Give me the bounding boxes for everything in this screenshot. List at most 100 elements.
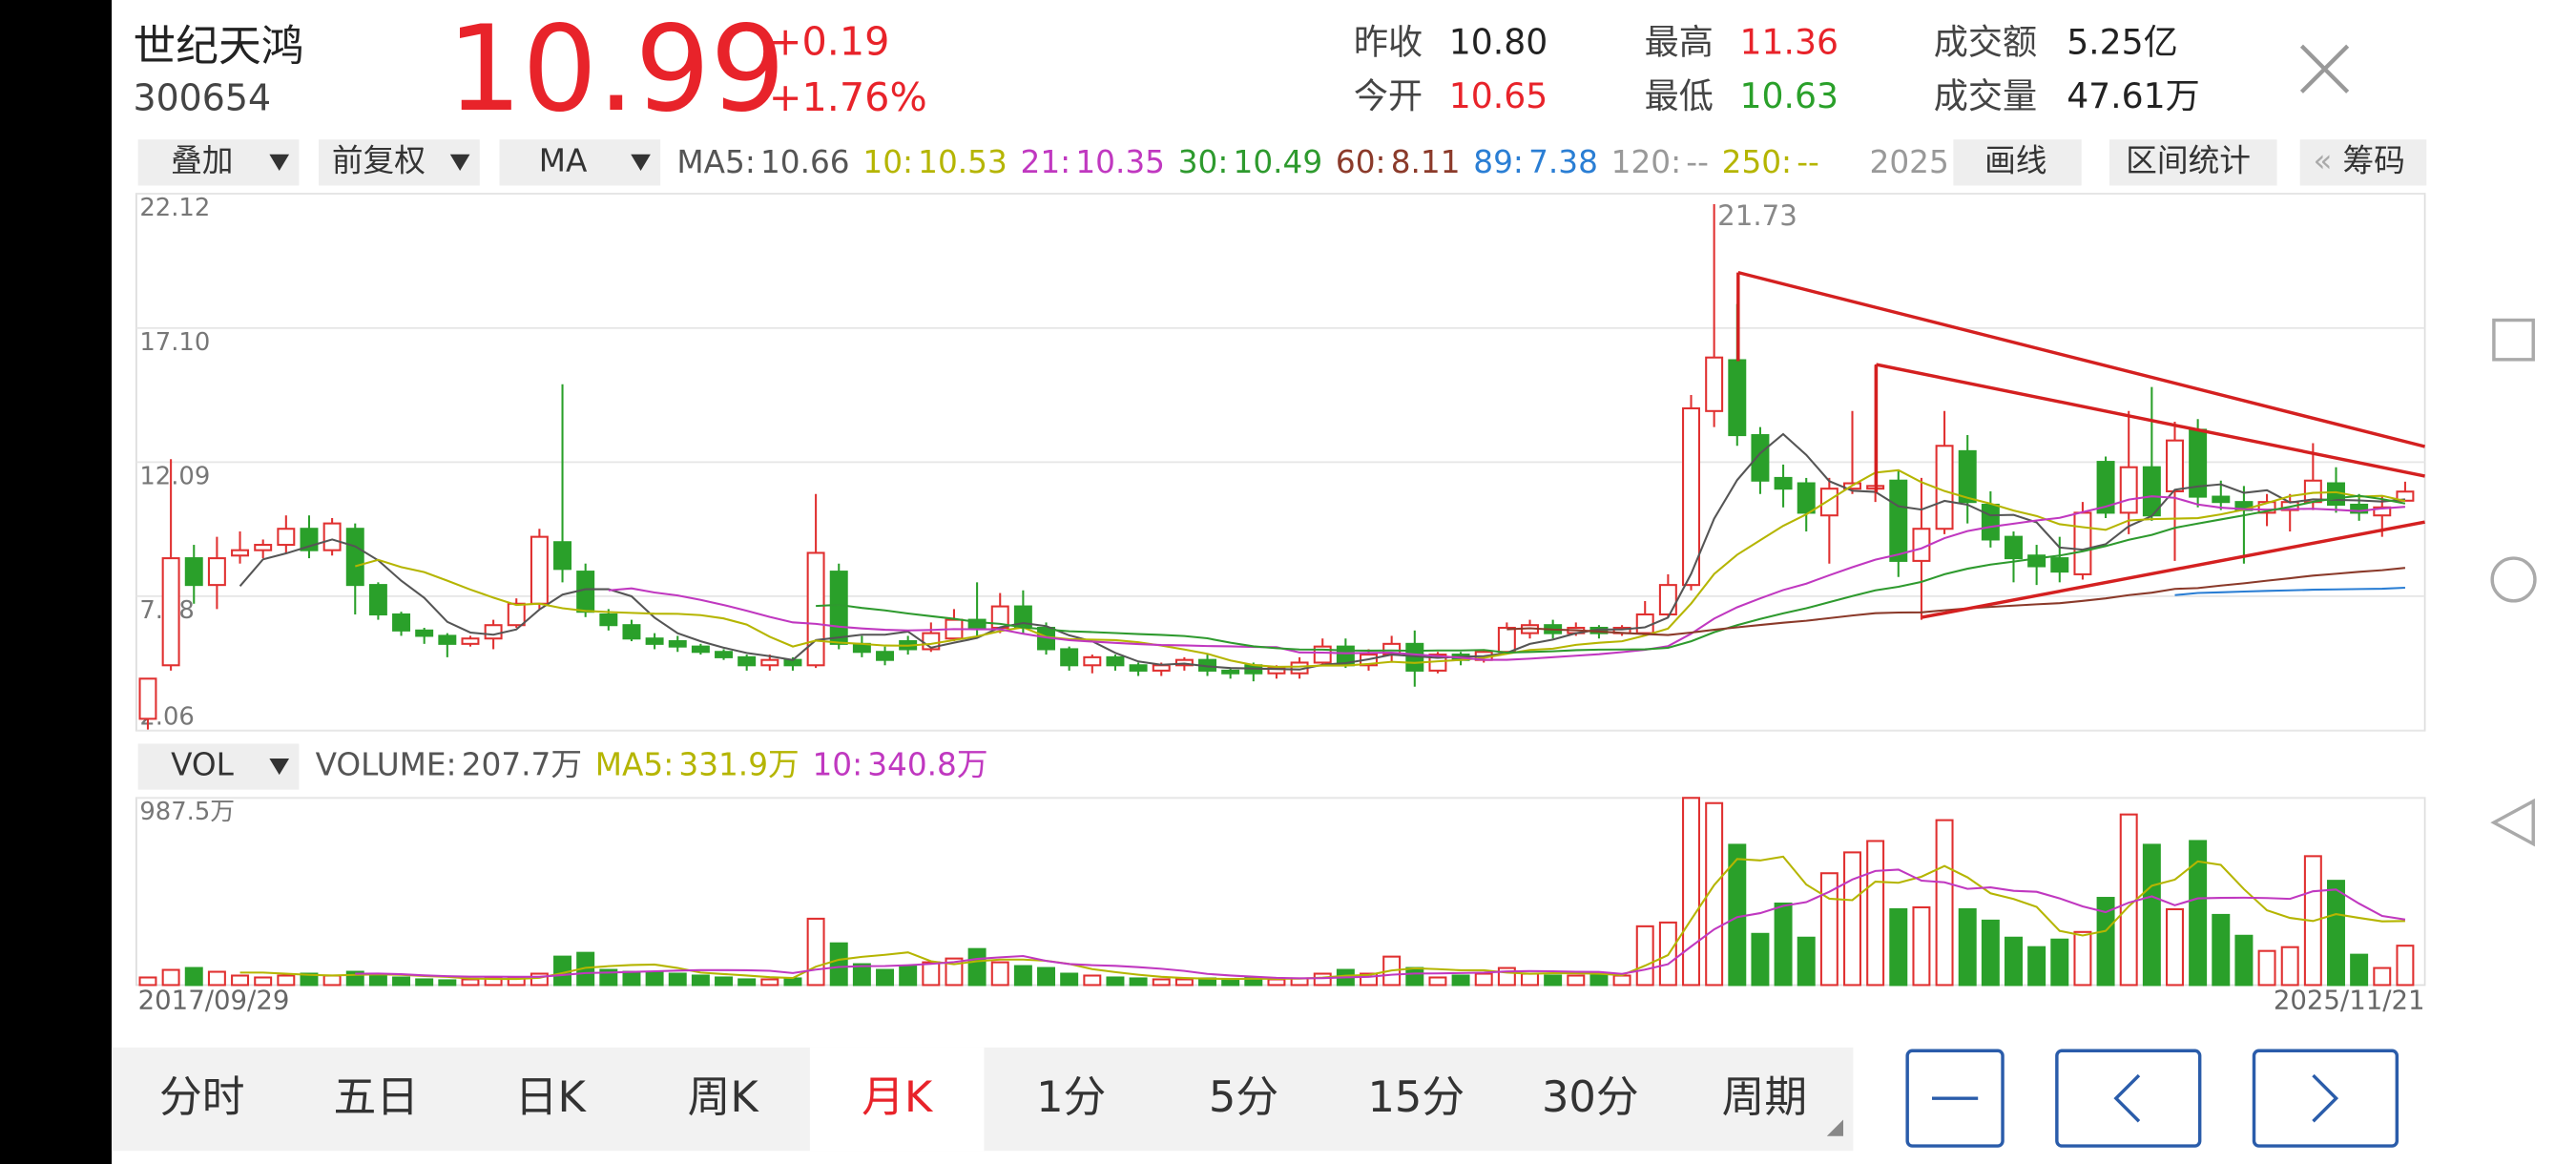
candle-body (1705, 356, 1724, 412)
prev-button[interactable] (2055, 1049, 2202, 1148)
close-button[interactable] (2299, 44, 2350, 94)
candle-body (645, 637, 664, 645)
candle-body (2096, 461, 2115, 514)
range-button[interactable] (2109, 139, 2277, 186)
trendline (1922, 520, 2425, 619)
volume-bar (207, 970, 226, 987)
volume-bar (1958, 907, 1977, 987)
tab[interactable]: 周K (688, 1071, 760, 1122)
volume-bar (1267, 978, 1286, 987)
tab[interactable]: 周期 (1722, 1071, 1808, 1122)
candle-body (2073, 511, 2092, 575)
tab[interactable]: 分时 (159, 1071, 245, 1122)
vol-legend: VOLUME: 207.7万 MA5: 331.9万 10: 340.8万 (316, 747, 988, 783)
nav-recent[interactable] (2492, 318, 2535, 362)
volume-bar (1106, 976, 1125, 987)
indicator-label: MA (539, 142, 588, 178)
volume-bar (760, 978, 779, 987)
legend-label: 30: (1178, 144, 1229, 180)
adjust-button[interactable] (319, 139, 480, 186)
draw-button[interactable] (1953, 139, 2082, 186)
dropdown-arrow (449, 154, 470, 171)
dropdown-arrow (631, 154, 651, 171)
ma-line (816, 494, 2406, 655)
left-bar (0, 0, 113, 1164)
candle-body (691, 645, 710, 654)
volume-bar (1544, 974, 1563, 987)
volume-bar (1013, 965, 1032, 987)
candle-body (392, 613, 411, 632)
candle-body (415, 629, 434, 637)
legend-value: 10.53 (918, 144, 1008, 180)
candle-body (2373, 506, 2392, 517)
volume-bar (392, 976, 411, 987)
overlay-button[interactable] (137, 139, 300, 186)
volume-bar (461, 978, 480, 987)
y-tick-label: 987.5万 (139, 798, 235, 826)
adjust-label: 前复权 (332, 142, 426, 178)
volume-bar (2073, 930, 2092, 987)
candle-body (1106, 655, 1125, 667)
candle-body (715, 651, 734, 658)
high-label: 21.73 (1717, 199, 1797, 232)
volume-bar (2350, 953, 2369, 987)
vol-button[interactable] (137, 743, 300, 790)
tab[interactable]: 1分 (1036, 1071, 1106, 1122)
draw-label: 画线 (1984, 142, 2046, 178)
tab[interactable]: 月K (862, 1071, 934, 1122)
volume-bar (622, 970, 641, 987)
volume-bar (2327, 880, 2345, 987)
tab[interactable]: 30分 (1542, 1071, 1639, 1122)
volume-bar (1521, 972, 1539, 987)
legend-label: 10: (812, 747, 862, 783)
volume-bar (1635, 925, 1654, 987)
candle-body (876, 651, 895, 661)
vol-label: VOL (171, 747, 235, 783)
start-date: 2017/09/29 (138, 986, 290, 1016)
candle-body (1129, 664, 1148, 672)
candle-body (1221, 669, 1240, 675)
indicator-button[interactable] (499, 139, 661, 186)
overlay-label: 叠加 (171, 142, 233, 178)
candle-body (484, 624, 503, 640)
legend-text: MA5: 10.66 10: 10.53 21: 10.35 30: 10.49 60: 8.11… (676, 144, 1818, 180)
legend-value: 207.7万 (462, 747, 582, 783)
candle-body (1751, 434, 1770, 482)
tab[interactable]: 15分 (1367, 1071, 1465, 1122)
nav-bar (2452, 0, 2576, 1164)
volume-bar (184, 967, 203, 987)
ma-line (2174, 586, 2405, 596)
tab[interactable]: 日K (515, 1071, 588, 1122)
change-pct: +1.76% (769, 74, 927, 120)
zoom-out-button[interactable] (1905, 1049, 2005, 1148)
legend-value: 10.35 (1075, 144, 1165, 180)
candle-body (737, 655, 757, 667)
dropdown-arrow (269, 758, 290, 776)
stock-code: 300654 (133, 76, 271, 118)
next-button[interactable] (2252, 1049, 2399, 1148)
candle-body (1797, 482, 1816, 514)
legend-label: 10: (862, 144, 913, 180)
right-icon (2312, 1073, 2339, 1123)
tab[interactable]: 5分 (1209, 1071, 1278, 1122)
end-date: 2025/11/21 (2274, 986, 2425, 1016)
stat-value: 5.25亿 (2067, 21, 2178, 62)
volume-bar (1797, 936, 1816, 987)
volume-bar (645, 970, 664, 987)
nav-home[interactable] (2490, 556, 2537, 603)
volume-bar (1912, 905, 1931, 987)
nav-back[interactable] (2490, 798, 2535, 847)
tab[interactable]: 五日 (334, 1071, 420, 1122)
legend-value: 7.38 (1528, 144, 1598, 180)
candle-body (322, 522, 342, 551)
candle-body (1682, 406, 1700, 587)
candle-body (1728, 359, 1747, 437)
legend-value: 340.8万 (867, 747, 987, 783)
stat-value: 10.65 (1449, 75, 1548, 116)
volume-bar (1474, 972, 1493, 987)
candle-body (1958, 449, 1977, 504)
trendline (1737, 270, 2426, 448)
volume-bar (806, 917, 825, 987)
chips-button[interactable] (2299, 139, 2427, 186)
